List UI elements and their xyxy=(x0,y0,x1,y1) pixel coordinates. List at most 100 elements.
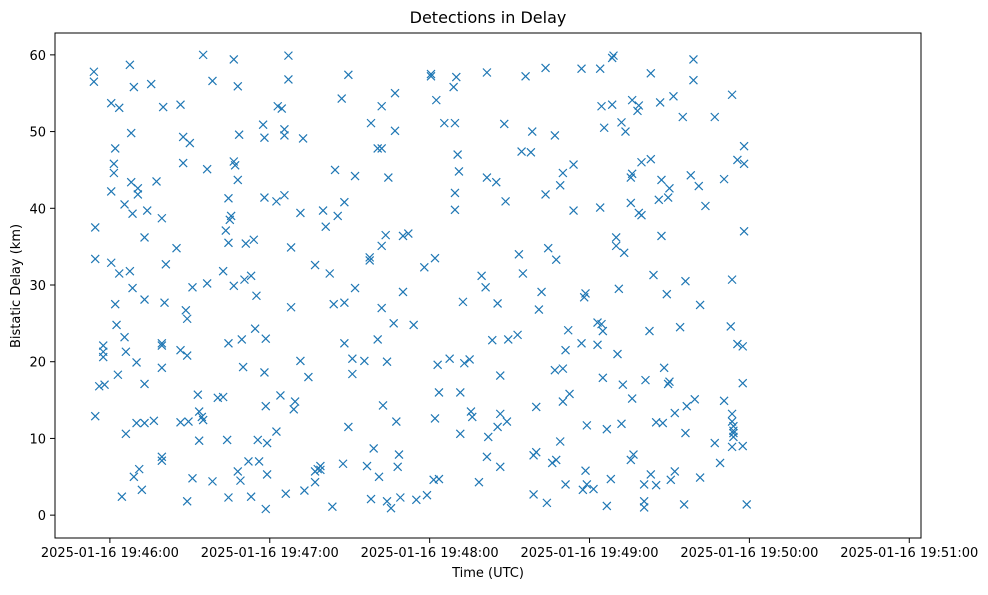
data-point xyxy=(430,414,440,423)
data-point xyxy=(281,489,291,499)
data-point xyxy=(261,504,271,514)
data-point xyxy=(669,91,678,101)
data-point xyxy=(176,100,185,110)
data-point xyxy=(537,287,546,297)
data-point xyxy=(681,428,690,438)
data-point xyxy=(90,411,100,421)
data-point xyxy=(90,254,100,264)
data-point xyxy=(117,492,127,502)
x-tick-label: 2025-01-16 19:51:00 xyxy=(840,546,978,561)
data-point xyxy=(738,378,748,388)
data-point xyxy=(451,72,461,82)
data-point xyxy=(663,193,673,202)
data-point xyxy=(202,164,212,174)
data-point xyxy=(627,394,637,403)
data-point xyxy=(286,242,296,252)
data-point xyxy=(182,351,192,361)
data-point xyxy=(581,466,590,476)
data-point xyxy=(529,490,538,499)
data-point xyxy=(598,326,608,336)
data-point xyxy=(513,330,523,340)
data-point xyxy=(218,266,228,276)
data-point xyxy=(225,215,235,225)
data-point xyxy=(499,119,509,129)
data-point xyxy=(526,147,536,157)
data-point xyxy=(629,450,638,459)
data-point xyxy=(618,380,628,390)
data-point xyxy=(112,320,121,330)
data-point xyxy=(240,275,249,285)
data-point xyxy=(710,112,720,122)
data-point xyxy=(373,144,383,153)
data-point xyxy=(663,379,673,389)
data-point xyxy=(295,208,305,218)
data-point xyxy=(466,407,476,417)
data-point xyxy=(738,341,748,351)
data-point xyxy=(639,503,649,512)
data-point xyxy=(465,354,475,364)
data-point xyxy=(100,380,109,390)
data-point xyxy=(670,466,680,476)
data-point xyxy=(327,502,337,512)
data-point xyxy=(106,98,116,108)
data-point xyxy=(350,283,360,293)
data-point xyxy=(198,415,208,425)
data-point xyxy=(459,358,469,368)
data-point xyxy=(651,480,661,490)
data-point xyxy=(689,55,698,64)
data-point xyxy=(675,322,685,332)
data-point xyxy=(649,270,658,280)
data-point xyxy=(315,461,325,471)
data-point xyxy=(157,341,167,351)
data-point xyxy=(289,404,299,414)
data-point xyxy=(551,255,561,265)
data-point xyxy=(727,275,737,285)
data-point xyxy=(321,222,331,232)
data-point xyxy=(110,299,120,309)
data-point xyxy=(561,345,570,355)
data-point xyxy=(609,51,618,61)
data-point xyxy=(339,197,349,207)
data-point xyxy=(140,233,149,242)
data-point xyxy=(157,338,167,348)
data-point xyxy=(149,416,159,426)
data-point xyxy=(398,231,408,241)
data-point xyxy=(595,64,605,74)
data-point xyxy=(739,226,749,236)
data-point xyxy=(303,372,313,382)
data-point xyxy=(126,128,136,138)
data-point xyxy=(569,160,578,169)
data-point xyxy=(606,474,616,484)
data-point xyxy=(534,305,544,314)
data-point xyxy=(450,118,460,128)
data-point xyxy=(739,141,749,151)
data-point xyxy=(374,472,384,482)
data-point xyxy=(142,206,152,216)
data-point xyxy=(229,55,239,64)
data-point xyxy=(262,438,272,448)
data-point xyxy=(132,358,141,367)
data-point xyxy=(431,95,441,105)
data-point xyxy=(273,101,283,111)
data-point xyxy=(343,70,353,80)
data-point xyxy=(626,455,636,465)
data-point xyxy=(686,170,696,180)
data-point xyxy=(679,499,689,509)
data-point xyxy=(234,130,244,140)
data-point xyxy=(726,322,736,331)
data-point xyxy=(389,318,399,328)
data-point xyxy=(602,424,612,434)
data-point xyxy=(619,248,629,258)
data-point xyxy=(110,144,120,153)
data-point xyxy=(262,470,272,479)
data-point xyxy=(290,397,300,407)
data-point xyxy=(395,493,405,502)
data-point xyxy=(450,188,460,198)
data-point xyxy=(439,118,449,128)
y-tick-label: 0 xyxy=(38,509,46,524)
data-point xyxy=(493,298,503,308)
data-point xyxy=(253,435,263,445)
data-point xyxy=(666,475,676,485)
data-point xyxy=(391,417,401,426)
y-axis: 0 10 20 30 40 50 60 xyxy=(29,49,55,524)
